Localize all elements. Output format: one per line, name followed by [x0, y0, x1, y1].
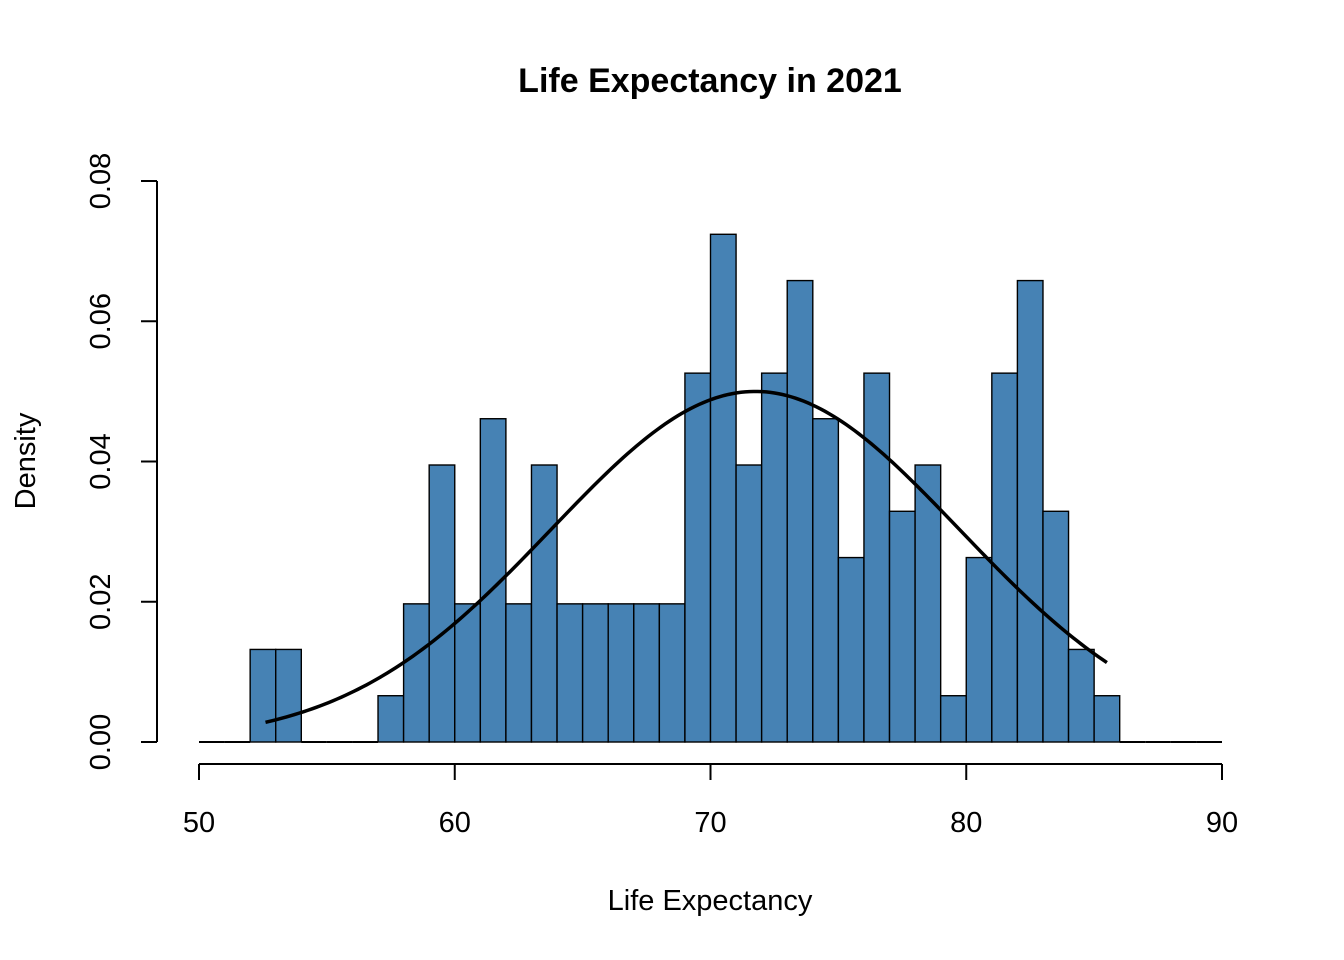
- x-axis-label: Life Expectancy: [608, 885, 813, 917]
- histogram-bar: [837, 556, 865, 743]
- histogram-bar: [454, 603, 482, 743]
- bar-group: [249, 233, 1121, 743]
- y-tick-label: 0.02: [85, 574, 117, 630]
- y-tick-label: 0.06: [85, 293, 117, 349]
- histogram-bar: [760, 372, 788, 743]
- histogram-bar: [1093, 695, 1121, 743]
- histogram-bar: [377, 695, 405, 743]
- histogram-bar: [1016, 279, 1044, 743]
- y-tick-label: 0.04: [85, 433, 117, 489]
- histogram-bar: [965, 556, 993, 743]
- histogram-bar: [249, 648, 277, 743]
- histogram-bar: [1042, 510, 1070, 743]
- y-axis-label: Density: [10, 412, 42, 509]
- histogram-bar: [275, 648, 303, 743]
- y-tick-label: 0.00: [85, 714, 117, 770]
- histogram-bar: [786, 279, 814, 743]
- histogram-bar: [863, 372, 891, 743]
- histogram-bar: [581, 603, 609, 743]
- density-curve: [265, 389, 1108, 725]
- histogram-bar: [709, 233, 737, 743]
- x-tick-label: 70: [694, 807, 726, 839]
- histogram-bar: [812, 418, 840, 743]
- histogram-bar: [556, 603, 584, 743]
- histogram-bar: [633, 603, 661, 743]
- x-tick-label: 60: [439, 807, 471, 839]
- y-tick-label: 0.08: [85, 153, 117, 209]
- histogram-bar: [991, 372, 1019, 743]
- histogram-bar: [402, 603, 430, 743]
- histogram-bar: [888, 510, 916, 743]
- histogram-bar: [735, 464, 763, 743]
- histogram-bar: [939, 695, 967, 743]
- x-tick-label: 50: [183, 807, 215, 839]
- histogram-bar: [530, 464, 558, 743]
- histogram-bar: [607, 603, 635, 743]
- y-axis: 0.00 0.02 0.04 0.06 0.08: [85, 153, 158, 770]
- x-axis: 50 60 70 80 90: [183, 763, 1238, 839]
- x-tick-label: 90: [1206, 807, 1238, 839]
- x-tick-label: 80: [950, 807, 982, 839]
- chart-title: Life Expectancy in 2021: [518, 62, 902, 100]
- histogram-bar: [658, 603, 686, 743]
- histogram-bar: [684, 372, 712, 743]
- histogram-bar: [505, 603, 533, 743]
- histogram-bar: [914, 464, 942, 743]
- histogram-bar: [428, 464, 456, 743]
- histogram-bar: [1067, 648, 1095, 743]
